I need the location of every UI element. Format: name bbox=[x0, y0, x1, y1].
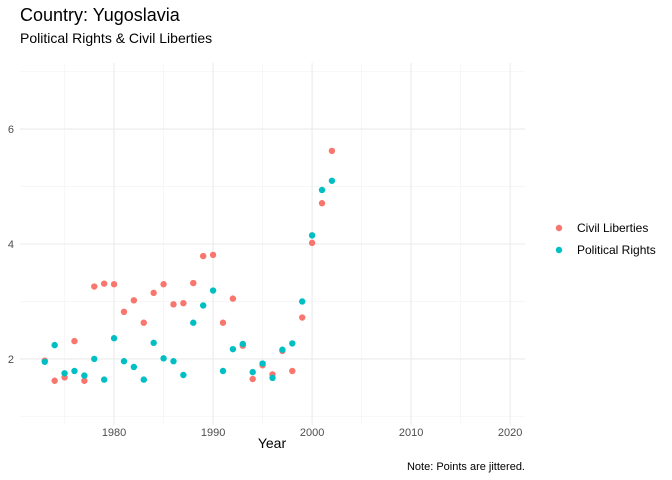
data-point bbox=[150, 339, 157, 347]
data-point bbox=[150, 289, 157, 297]
data-point bbox=[110, 281, 118, 288]
data-point bbox=[41, 358, 48, 365]
data-point bbox=[239, 340, 246, 348]
data-point bbox=[91, 355, 98, 363]
data-point bbox=[209, 251, 217, 259]
data-points bbox=[41, 147, 336, 384]
data-point bbox=[190, 279, 197, 287]
x-tick-label: 2020 bbox=[498, 427, 522, 439]
data-point bbox=[120, 358, 128, 365]
chart-title: Country: Yugoslavia bbox=[20, 5, 181, 25]
data-point bbox=[140, 376, 147, 383]
data-point bbox=[100, 280, 108, 287]
x-tick-label: 2010 bbox=[399, 427, 423, 439]
grid-lines bbox=[20, 63, 525, 425]
data-point bbox=[199, 302, 207, 309]
data-point bbox=[180, 371, 187, 379]
x-axis-title: Year bbox=[258, 435, 287, 451]
data-point bbox=[51, 377, 58, 384]
y-tick-label: 6 bbox=[8, 124, 14, 136]
y-axis-ticks: 2 4 6 bbox=[8, 124, 14, 366]
data-point bbox=[51, 341, 58, 349]
data-point bbox=[308, 232, 316, 239]
legend-label: Civil Liberties bbox=[577, 221, 648, 235]
data-point bbox=[289, 367, 296, 375]
data-point bbox=[328, 147, 336, 155]
data-point bbox=[160, 281, 167, 288]
y-tick-label: 2 bbox=[8, 354, 14, 366]
data-point bbox=[199, 252, 207, 260]
x-axis-ticks: 1980 1990 2000 2010 2020 bbox=[102, 427, 523, 439]
data-point bbox=[299, 298, 306, 305]
legend-key bbox=[555, 246, 563, 254]
data-point bbox=[229, 345, 237, 353]
x-tick-label: 2000 bbox=[300, 427, 324, 439]
x-tick-label: 1990 bbox=[201, 427, 225, 439]
data-point bbox=[318, 200, 326, 207]
data-point bbox=[81, 377, 88, 384]
data-point bbox=[130, 363, 138, 371]
data-point bbox=[91, 283, 98, 290]
y-tick-label: 4 bbox=[8, 239, 14, 251]
data-point bbox=[160, 355, 167, 362]
legend-key bbox=[555, 224, 563, 232]
data-point bbox=[289, 340, 296, 347]
data-point bbox=[61, 370, 68, 377]
data-point bbox=[120, 308, 128, 316]
chart-caption: Note: Points are jittered. bbox=[407, 461, 525, 473]
legend: Civil Liberties Political Rights bbox=[555, 221, 656, 257]
data-point bbox=[71, 337, 78, 345]
data-point bbox=[170, 301, 177, 308]
data-point bbox=[308, 239, 316, 247]
data-point bbox=[110, 335, 118, 342]
data-point bbox=[249, 368, 256, 376]
data-point bbox=[219, 319, 227, 326]
data-point bbox=[249, 375, 256, 383]
data-point bbox=[279, 346, 286, 353]
data-point bbox=[140, 319, 147, 326]
data-point bbox=[269, 374, 276, 382]
data-point bbox=[209, 287, 217, 294]
data-point bbox=[299, 314, 306, 321]
x-tick-label: 1980 bbox=[102, 427, 126, 439]
data-point bbox=[229, 295, 237, 302]
data-point bbox=[100, 376, 108, 383]
data-point bbox=[259, 360, 266, 367]
data-point bbox=[318, 186, 326, 194]
chart-subtitle: Political Rights & Civil Liberties bbox=[20, 30, 212, 46]
data-point bbox=[130, 297, 138, 304]
data-point bbox=[219, 367, 227, 375]
data-point bbox=[180, 299, 187, 307]
data-point bbox=[81, 372, 88, 379]
data-point bbox=[71, 367, 78, 375]
data-point bbox=[328, 177, 336, 184]
data-point bbox=[190, 319, 197, 326]
data-point bbox=[170, 358, 177, 365]
legend-label: Political Rights bbox=[577, 243, 656, 257]
